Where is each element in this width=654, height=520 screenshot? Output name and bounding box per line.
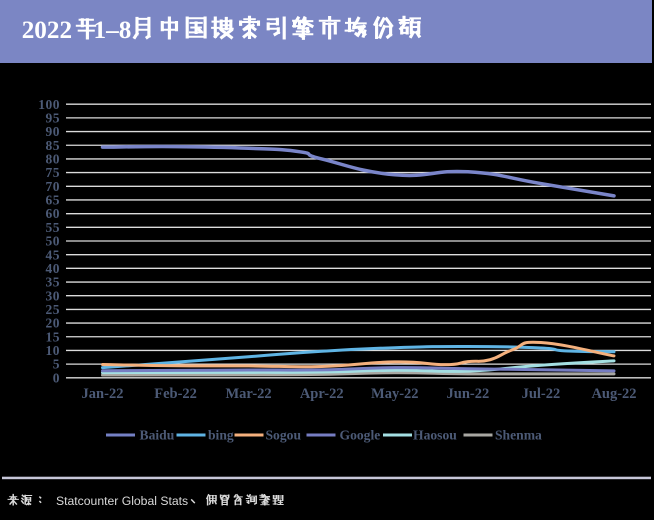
svg-text:Shenma: Shenma [495,428,542,443]
svg-text:75: 75 [46,165,61,180]
svg-text:100: 100 [38,97,60,112]
svg-text:85: 85 [46,138,61,153]
svg-text:60: 60 [46,206,61,221]
svg-text:80: 80 [46,152,61,167]
svg-text:10: 10 [46,343,61,358]
svg-text:15: 15 [46,329,61,344]
svg-text:65: 65 [46,193,61,208]
svg-text:Baidu: Baidu [140,428,175,443]
svg-text:0: 0 [53,370,60,385]
svg-text:55: 55 [46,220,61,235]
svg-text:2022: 2022 [22,17,72,44]
svg-text:40: 40 [46,261,61,276]
svg-text:90: 90 [46,124,61,139]
svg-text:Mar-22: Mar-22 [226,386,272,402]
svg-text:45: 45 [46,247,61,262]
svg-text:Jun-22: Jun-22 [447,386,490,402]
svg-text:50: 50 [46,234,61,249]
svg-text:5: 5 [53,357,60,372]
svg-text:Statcounter Global Stats: Statcounter Global Stats [56,494,188,508]
svg-text:Feb-22: Feb-22 [154,386,197,402]
svg-text:Jan-22: Jan-22 [82,386,124,402]
svg-text:20: 20 [46,316,61,331]
svg-text:Apr-22: Apr-22 [300,386,344,402]
svg-text:Sogou: Sogou [266,428,302,443]
svg-text:Aug-22: Aug-22 [591,386,636,402]
svg-text:Haosou: Haosou [413,428,457,443]
svg-text:35: 35 [46,275,61,290]
svg-text:95: 95 [46,110,61,125]
svg-text:May-22: May-22 [371,386,419,402]
svg-text:30: 30 [46,288,61,303]
svg-text:1–8: 1–8 [94,17,132,44]
svg-text:25: 25 [46,302,61,317]
svg-text:70: 70 [46,179,61,194]
svg-text:bing: bing [208,428,234,443]
svg-text:Jul-22: Jul-22 [522,386,561,402]
svg-text:Google: Google [340,428,381,443]
